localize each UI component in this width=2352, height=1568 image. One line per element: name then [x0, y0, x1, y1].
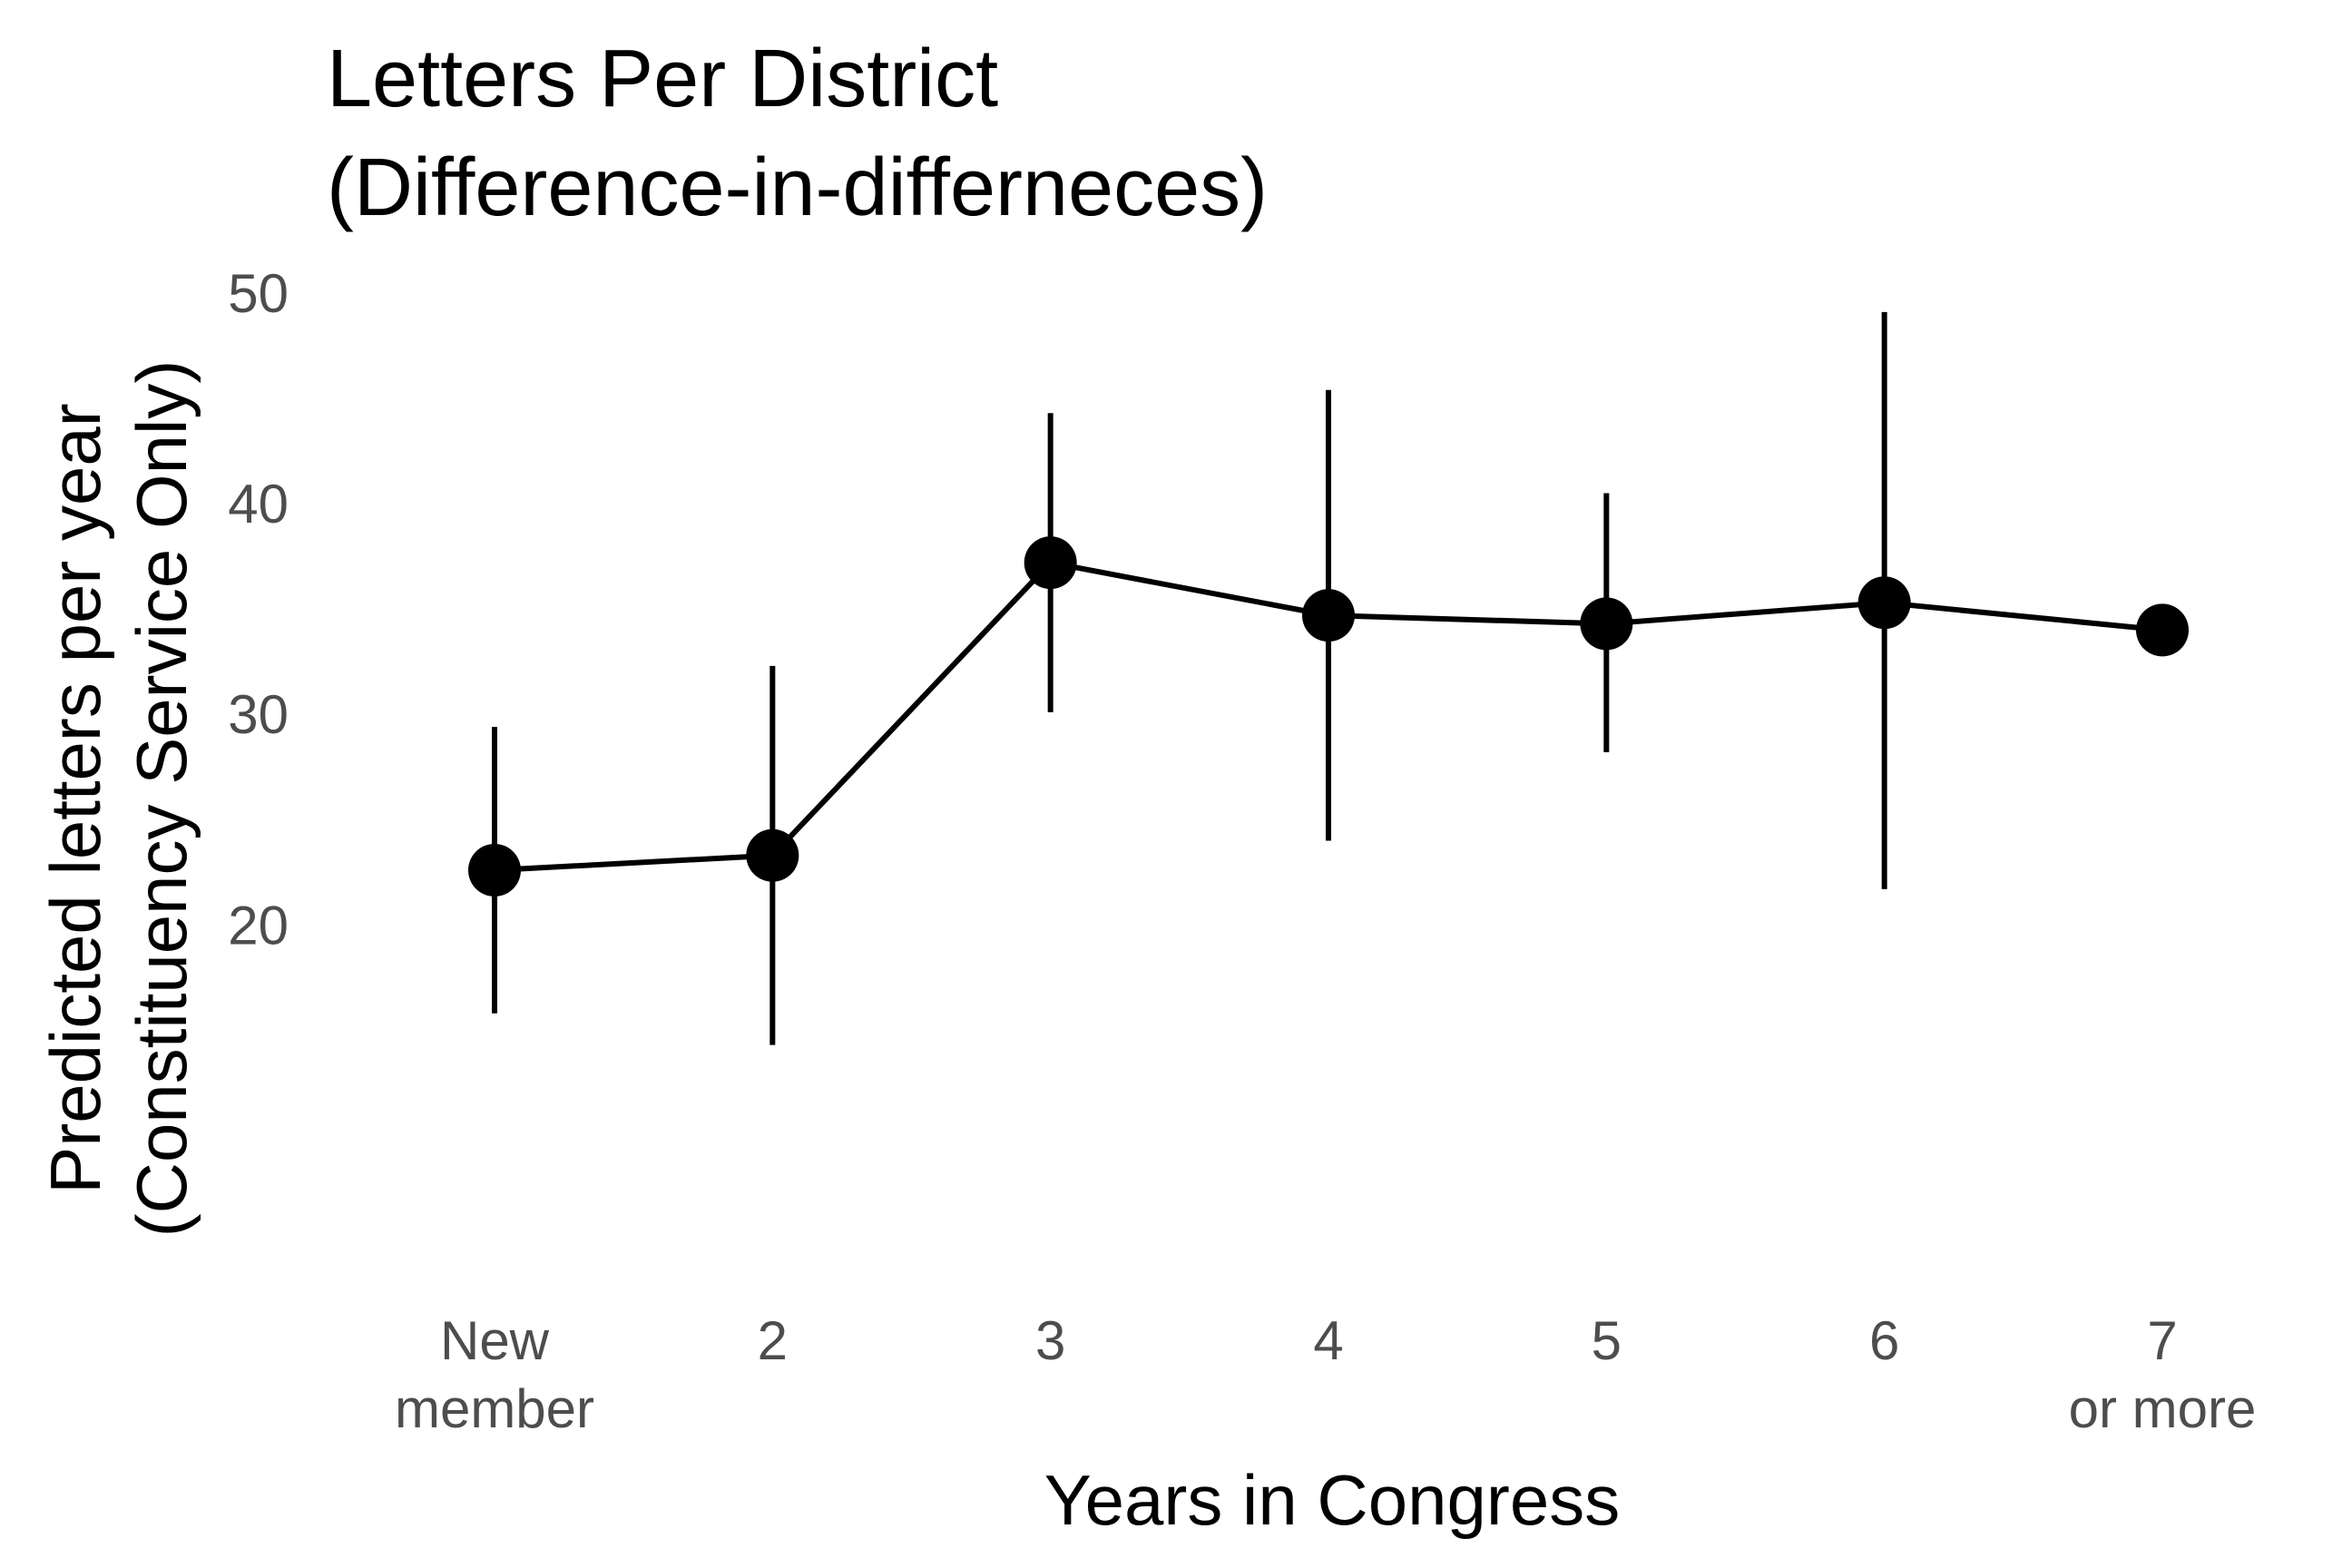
- y-tick-label: 20: [228, 895, 289, 956]
- y-axis-title-line-2: (Constituency Service Only): [122, 360, 201, 1238]
- x-axis-title: Years in Congress: [1044, 1460, 1620, 1540]
- y-axis-title: Predicted letters per year (Constituency…: [35, 360, 201, 1238]
- data-point: [1857, 576, 1911, 630]
- y-tick-label: 30: [228, 684, 289, 745]
- x-tick-label: or more: [2069, 1378, 2257, 1439]
- y-tick-label: 40: [228, 474, 289, 534]
- x-tick-label: 5: [1592, 1310, 1622, 1371]
- x-tick-label: 3: [1035, 1310, 1065, 1371]
- x-tick-labels: New member 2 3 4 5 6 7 or more: [395, 1310, 2256, 1439]
- y-tick-label: 50: [228, 263, 289, 324]
- data-point: [1580, 597, 1633, 651]
- x-tick-label: 7: [2147, 1310, 2177, 1371]
- x-tick-label: member: [395, 1378, 594, 1439]
- data-point: [746, 828, 799, 882]
- error-bars: [492, 311, 1887, 1045]
- x-tick-label: 4: [1313, 1310, 1343, 1371]
- data-point: [2136, 603, 2189, 657]
- x-tick-label: 6: [1869, 1310, 1899, 1371]
- data-point: [1302, 589, 1355, 642]
- data-point: [468, 843, 521, 897]
- y-axis-title-line-1: Predicted letters per year: [35, 403, 115, 1193]
- data-points: [468, 536, 2189, 897]
- data-point: [1024, 536, 1077, 590]
- x-tick-label: New: [440, 1310, 550, 1371]
- y-tick-labels: 20 30 40 50: [228, 263, 289, 956]
- chart-title-line-1: Letters Per District: [327, 34, 998, 124]
- x-tick-label: 2: [758, 1310, 788, 1371]
- chart-title-line-2: (Difference-in-differneces): [327, 142, 1268, 233]
